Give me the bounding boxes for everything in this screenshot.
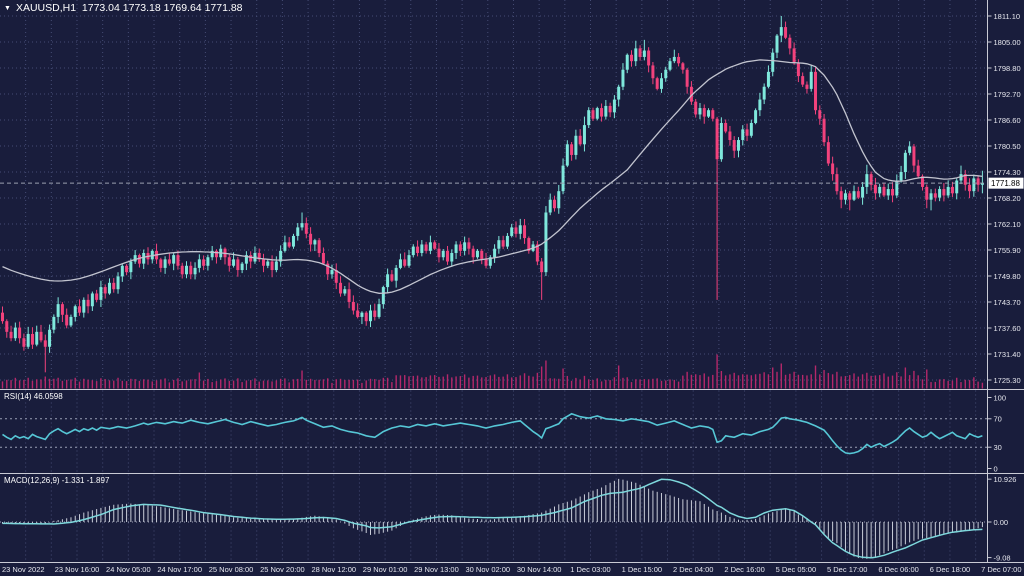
svg-text:1786.60: 1786.60 bbox=[994, 116, 1021, 125]
svg-text:24 Nov 05:00: 24 Nov 05:00 bbox=[106, 565, 151, 574]
ma-line bbox=[2, 59, 983, 294]
svg-text:30 Nov 02:00: 30 Nov 02:00 bbox=[465, 565, 510, 574]
svg-text:1774.30: 1774.30 bbox=[994, 168, 1021, 177]
svg-text:70: 70 bbox=[994, 415, 1002, 424]
svg-text:28 Nov 12:00: 28 Nov 12:00 bbox=[311, 565, 356, 574]
macd-label: MACD(12,26,9) -1.331 -1.897 bbox=[4, 476, 110, 485]
svg-text:1749.80: 1749.80 bbox=[994, 272, 1021, 281]
svg-text:1755.90: 1755.90 bbox=[994, 246, 1021, 255]
svg-text:1743.70: 1743.70 bbox=[994, 298, 1021, 307]
svg-text:29 Nov 13:00: 29 Nov 13:00 bbox=[414, 565, 459, 574]
svg-text:1725.30: 1725.30 bbox=[994, 376, 1021, 385]
svg-text:1 Dec 15:00: 1 Dec 15:00 bbox=[622, 565, 662, 574]
svg-text:23 Nov 16:00: 23 Nov 16:00 bbox=[55, 565, 100, 574]
svg-text:1 Dec 03:00: 1 Dec 03:00 bbox=[570, 565, 610, 574]
svg-text:1731.40: 1731.40 bbox=[994, 350, 1021, 359]
svg-text:1792.70: 1792.70 bbox=[994, 90, 1021, 99]
collapse-arrow-icon[interactable]: ▼ bbox=[4, 5, 11, 12]
svg-text:1805.00: 1805.00 bbox=[994, 38, 1021, 47]
symbol-label: XAUUSD,H1 bbox=[15, 2, 77, 14]
grid bbox=[0, 0, 988, 562]
low-value: 1769.64 bbox=[163, 2, 202, 14]
svg-text:2 Dec 04:00: 2 Dec 04:00 bbox=[673, 565, 713, 574]
svg-text:5 Dec 05:00: 5 Dec 05:00 bbox=[776, 565, 816, 574]
svg-text:1798.80: 1798.80 bbox=[994, 64, 1021, 73]
svg-text:1762.10: 1762.10 bbox=[994, 220, 1021, 229]
svg-text:1811.10: 1811.10 bbox=[994, 12, 1021, 21]
svg-text:24 Nov 17:00: 24 Nov 17:00 bbox=[157, 565, 202, 574]
svg-text:1771.88: 1771.88 bbox=[991, 179, 1020, 188]
macd-signal-line bbox=[2, 478, 983, 559]
close-value: 1771.88 bbox=[204, 2, 243, 14]
rsi-panel bbox=[0, 412, 988, 455]
svg-text:2 Dec 16:00: 2 Dec 16:00 bbox=[724, 565, 764, 574]
svg-text:10.926: 10.926 bbox=[994, 475, 1017, 484]
svg-text:29 Nov 01:00: 29 Nov 01:00 bbox=[363, 565, 408, 574]
svg-text:1780.50: 1780.50 bbox=[994, 142, 1021, 151]
time-scale[interactable]: 23 Nov 2022 23 Nov 16:00 24 Nov 05:00 24 No… bbox=[2, 565, 1022, 574]
rsi-line bbox=[2, 412, 983, 455]
macd-panel bbox=[0, 478, 988, 559]
current-price-tag bbox=[988, 177, 1024, 189]
svg-text:1737.60: 1737.60 bbox=[994, 324, 1021, 333]
svg-text:5 Dec 17:00: 5 Dec 17:00 bbox=[827, 565, 867, 574]
svg-text:30: 30 bbox=[994, 443, 1002, 452]
svg-text:23 Nov 2022: 23 Nov 2022 bbox=[2, 565, 45, 574]
svg-text:6 Dec 06:00: 6 Dec 06:00 bbox=[878, 565, 918, 574]
svg-text:25 Nov 20:00: 25 Nov 20:00 bbox=[260, 565, 305, 574]
svg-text:30 Nov 14:00: 30 Nov 14:00 bbox=[517, 565, 562, 574]
svg-text:100: 100 bbox=[994, 393, 1007, 402]
volume-bars bbox=[1, 354, 984, 389]
price-scale[interactable]: 1811.10 1805.00 1798.80 1792.70 1786.60 1780.… bbox=[987, 12, 1024, 563]
symbol-ohlc-label: ▼ XAUUSD,H1 1773.04 1773.18 1769.64 1771.… bbox=[4, 2, 243, 14]
rsi-label: RSI(14) 46.0598 bbox=[4, 392, 63, 401]
open-value: 1773.04 bbox=[81, 2, 120, 14]
high-value: 1773.18 bbox=[122, 2, 161, 14]
svg-text:25 Nov 08:00: 25 Nov 08:00 bbox=[209, 565, 254, 574]
svg-text:0.00: 0.00 bbox=[994, 518, 1009, 527]
svg-text:0: 0 bbox=[994, 464, 998, 473]
svg-text:6 Dec 18:00: 6 Dec 18:00 bbox=[930, 565, 970, 574]
svg-text:7 Dec 07:00: 7 Dec 07:00 bbox=[981, 565, 1021, 574]
svg-text:1768.20: 1768.20 bbox=[994, 194, 1021, 203]
candles bbox=[1, 16, 984, 373]
svg-text:-9.08: -9.08 bbox=[994, 553, 1011, 562]
